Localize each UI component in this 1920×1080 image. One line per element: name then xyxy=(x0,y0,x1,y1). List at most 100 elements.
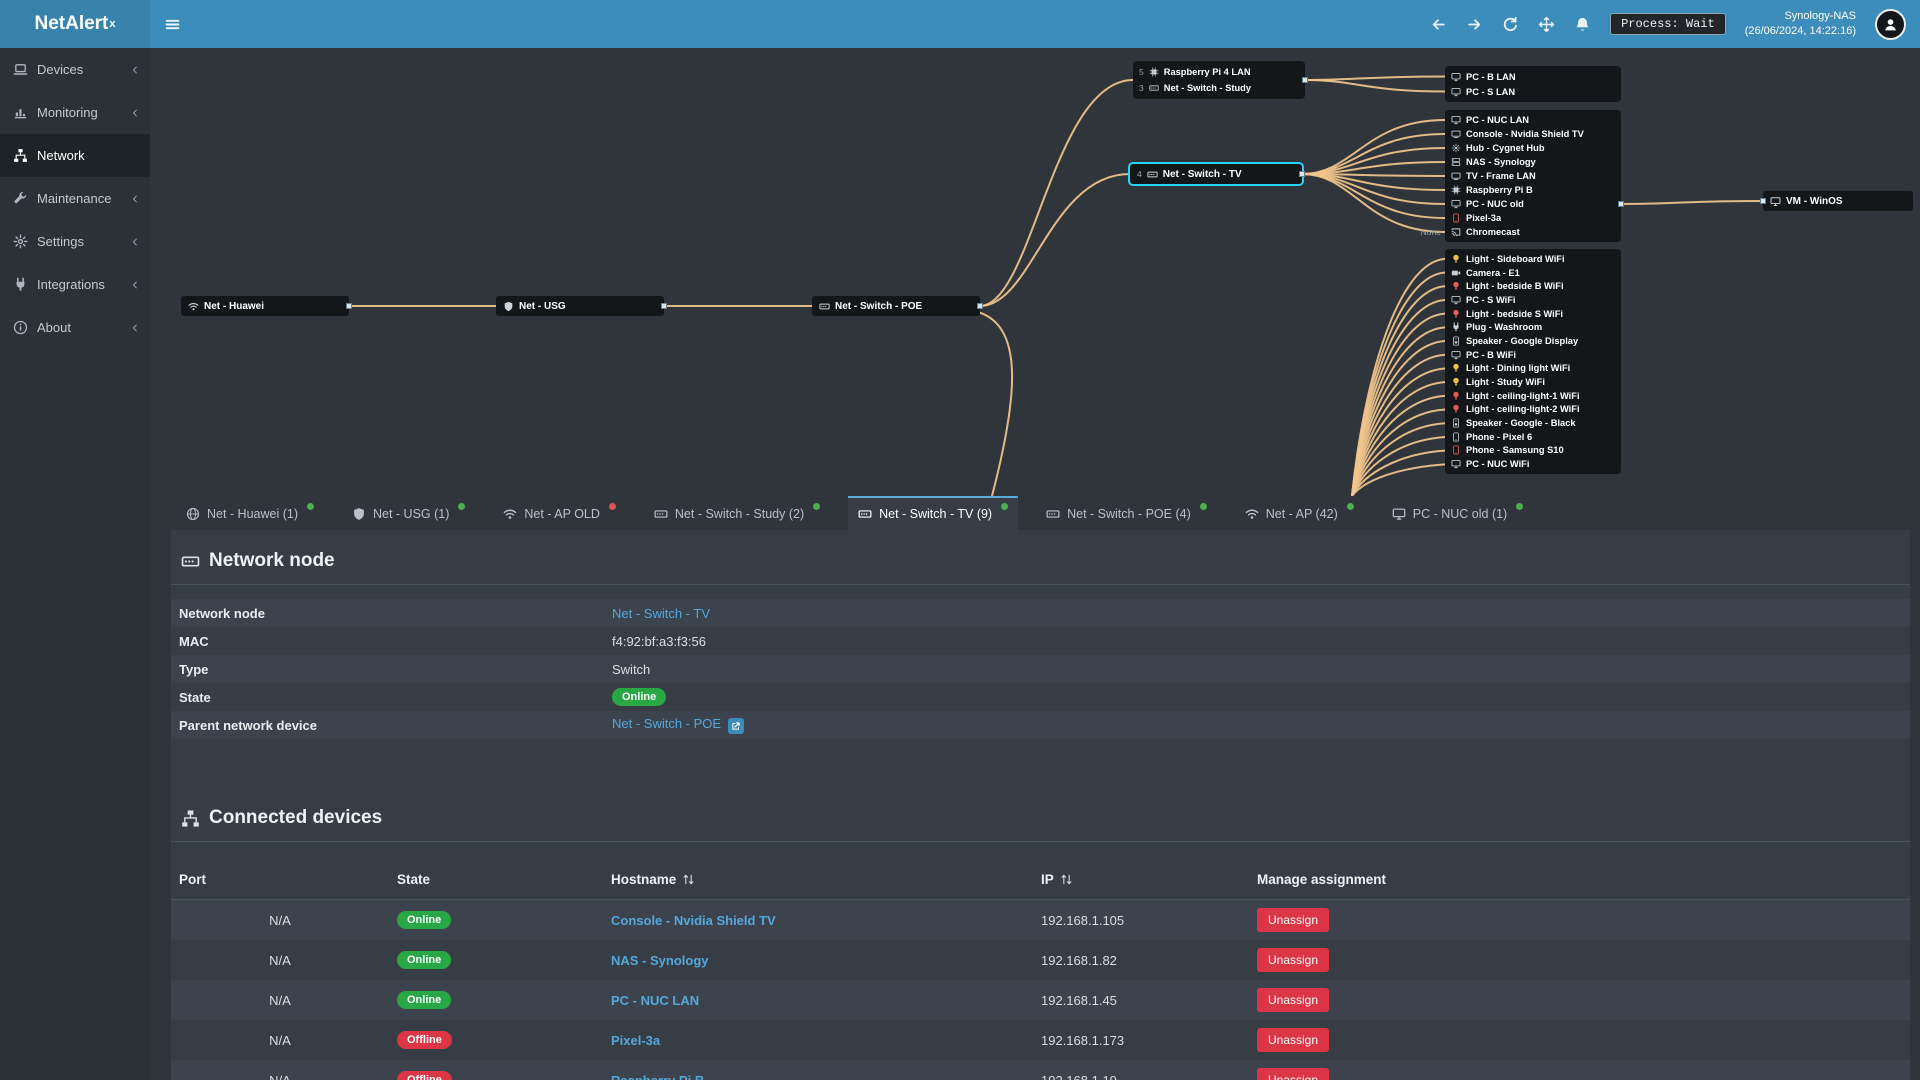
topology-device-console-nvidia-shield-tv[interactable]: Console - Nvidia Shield TV xyxy=(1445,127,1621,141)
topology-device-pc-s-lan[interactable]: PC - S LAN xyxy=(1445,84,1621,99)
sidebar-item-monitoring[interactable]: Monitoring xyxy=(0,91,150,134)
unassign-button[interactable]: Unassign xyxy=(1257,948,1330,972)
column-header-ip[interactable]: IP xyxy=(1033,854,1249,900)
topology-device-light-bedside-b-wifi[interactable]: Light - bedside B WiFi xyxy=(1445,279,1621,293)
topology-device-speaker-google-display[interactable]: Speaker - Google Display xyxy=(1445,334,1621,348)
topology-device-light-dining-light-wifi[interactable]: Light - Dining light WiFi xyxy=(1445,362,1621,376)
topology-device-raspberry-pi-4-lan[interactable]: 5 Raspberry Pi 4 LAN xyxy=(1133,64,1305,80)
topology-node-net-usg[interactable]: Net - USG xyxy=(496,296,667,316)
topology-node-net-switch-poe[interactable]: Net - Switch - POE xyxy=(812,296,983,316)
nav-forward-icon[interactable] xyxy=(1466,16,1483,33)
topology-device-light-study-wifi[interactable]: Light - Study WiFi xyxy=(1445,375,1621,389)
topology-device-pc-nuc-wifi[interactable]: PC - NUC WiFi xyxy=(1445,457,1621,471)
move-pan-icon[interactable] xyxy=(1538,16,1555,33)
topology-device-light-ceiling-light-2-wifi[interactable]: Light - ceiling-light-2 WiFi xyxy=(1445,403,1621,417)
field-link-net-switch-poe[interactable]: Net - Switch - POE xyxy=(612,716,722,731)
column-header-label: IP xyxy=(1041,872,1054,887)
field-link-net-switch-tv[interactable]: Net - Switch - TV xyxy=(612,605,711,621)
hostname-link[interactable]: NAS - Synology xyxy=(611,952,709,968)
table-body: N/A Online Console - Nvidia Shield TV 192.1… xyxy=(171,899,1910,1080)
info-icon xyxy=(13,320,28,335)
topology-device-light-ceiling-light-1-wifi[interactable]: Light - ceiling-light-1 WiFi xyxy=(1445,389,1621,403)
tab-net-switch-study-2[interactable]: Net - Switch - Study (2) xyxy=(644,496,830,530)
field-label: MAC xyxy=(179,633,209,649)
column-header-hostname[interactable]: Hostname xyxy=(603,854,1033,900)
topology-device-pixel-3a[interactable]: Pixel-3a xyxy=(1445,211,1621,225)
pi-icon xyxy=(1451,185,1461,195)
refresh-icon[interactable] xyxy=(1502,16,1519,33)
unassign-button[interactable]: Unassign xyxy=(1257,1068,1330,1080)
hostname-cell: NAS - Synology xyxy=(603,940,1033,980)
desktop-icon xyxy=(1451,350,1461,360)
sidebar-item-devices[interactable]: Devices xyxy=(0,48,150,91)
sidebar-item-network[interactable]: Network xyxy=(0,134,150,177)
tab-net-switch-poe-4[interactable]: Net - Switch - POE (4) xyxy=(1036,496,1217,530)
topology-device-light-sideboard-wifi[interactable]: Light - Sideboard WiFi xyxy=(1445,252,1621,266)
unassign-button[interactable]: Unassign xyxy=(1257,1028,1330,1052)
topology-device-chromecast[interactable]: None Chromecast xyxy=(1421,225,1621,239)
table-header-row: Port State Hostname IP Manage assignment xyxy=(171,854,1910,900)
state-badge: Online xyxy=(612,688,667,706)
tab-label: Net - Huawei (1) xyxy=(207,507,298,521)
tab-net-usg-1[interactable]: Net - USG (1) xyxy=(342,496,475,530)
sidebar-item-about[interactable]: About xyxy=(0,306,150,349)
tab-net-ap-42[interactable]: Net - AP (42) xyxy=(1235,496,1364,530)
tab-pc-nuc-old-1[interactable]: PC - NUC old (1) xyxy=(1382,496,1533,530)
sidebar-item-maintenance[interactable]: Maintenance xyxy=(0,177,150,220)
topology-device-camera-e1[interactable]: Camera - E1 xyxy=(1445,266,1621,280)
state-badge: Offline xyxy=(397,1071,452,1080)
bulb-icon xyxy=(1451,309,1461,319)
port-label: None xyxy=(1420,227,1441,237)
device-label: PC - NUC WiFi xyxy=(1466,459,1530,470)
hostname-link[interactable]: Raspberry Pi B xyxy=(611,1072,705,1080)
topology-device-phone-samsung-s10[interactable]: Phone - Samsung S10 xyxy=(1445,444,1621,458)
hostname-link[interactable]: Pixel-3a xyxy=(611,1032,661,1048)
app-logo[interactable]: NetAlert x xyxy=(0,0,150,48)
sidebar-item-integrations[interactable]: Integrations xyxy=(0,263,150,306)
state-badge: Online xyxy=(397,951,452,969)
topology-device-pc-b-wifi[interactable]: PC - B WiFi xyxy=(1445,348,1621,362)
host-info: Synology-NAS (26/06/2024, 14:22:16) xyxy=(1745,9,1856,39)
desktop-icon xyxy=(1451,295,1461,305)
switch-icon xyxy=(819,301,830,312)
topology-device-tv-frame-lan[interactable]: TV - Frame LAN xyxy=(1445,169,1621,183)
speaker-icon xyxy=(1451,336,1461,346)
topology-device-nas-synology[interactable]: NAS - Synology xyxy=(1445,155,1621,169)
topology-node-net-huawei[interactable]: Net - Huawei xyxy=(181,296,352,316)
topology-device-net-switch-study[interactable]: 3 Net - Switch - Study xyxy=(1133,80,1305,96)
topology-device-plug-washroom[interactable]: Plug - Washroom xyxy=(1445,320,1621,334)
topology-device-pc-nuc-old[interactable]: PC - NUC old xyxy=(1445,197,1624,211)
topology-device-pc-nuc-lan[interactable]: PC - NUC LAN xyxy=(1445,113,1621,127)
hostname-link[interactable]: PC - NUC LAN xyxy=(611,992,700,1008)
hostname-cell: Console - Nvidia Shield TV xyxy=(603,900,1033,941)
topology-device-phone-pixel-6[interactable]: Phone - Pixel 6 xyxy=(1445,430,1621,444)
topology-node-net-switch-tv[interactable]: 4 Net - Switch - TV xyxy=(1130,164,1305,184)
device-label: Light - ceiling-light-1 WiFi xyxy=(1466,390,1580,401)
unassign-button[interactable]: Unassign xyxy=(1257,988,1330,1012)
tab-net-ap-old[interactable]: Net - AP OLD xyxy=(493,496,626,530)
topology-device-hub-cygnet-hub[interactable]: Hub - Cygnet Hub xyxy=(1445,141,1621,155)
hostname-link[interactable]: Console - Nvidia Shield TV xyxy=(611,912,776,928)
notifications-icon[interactable] xyxy=(1574,16,1591,33)
sidebar-item-settings[interactable]: Settings xyxy=(0,220,150,263)
topology-device-light-bedside-s-wifi[interactable]: Light - bedside S WiFi xyxy=(1445,307,1621,321)
topology-device-pc-b-lan[interactable]: PC - B LAN xyxy=(1445,69,1621,84)
topology-node-vm-winos[interactable]: VM - WinOS xyxy=(1760,191,1913,211)
nav-back-icon[interactable] xyxy=(1430,16,1447,33)
tab-net-switch-tv-9[interactable]: Net - Switch - TV (9) xyxy=(848,496,1019,530)
plug-icon xyxy=(13,277,28,292)
topology-device-pc-s-wifi[interactable]: PC - S WiFi xyxy=(1445,293,1621,307)
user-avatar[interactable] xyxy=(1875,8,1906,40)
unassign-button[interactable]: Unassign xyxy=(1257,908,1330,932)
field-value: Switch xyxy=(612,662,1910,677)
topology-device-speaker-google-black[interactable]: Speaker - Google - Black xyxy=(1445,416,1621,430)
node-label: VM - WinOS xyxy=(1786,195,1843,207)
tab-net-huawei-1[interactable]: Net - Huawei (1) xyxy=(176,496,324,530)
sidebar-toggle-icon[interactable] xyxy=(164,16,181,33)
topology-device-raspberry-pi-b[interactable]: Raspberry Pi B xyxy=(1445,183,1621,197)
device-label: Console - Nvidia Shield TV xyxy=(1466,129,1584,139)
shield-icon xyxy=(503,301,514,312)
connector-square xyxy=(977,303,983,309)
column-header-label: Port xyxy=(179,872,206,887)
parent-node-link-button[interactable] xyxy=(728,718,745,734)
